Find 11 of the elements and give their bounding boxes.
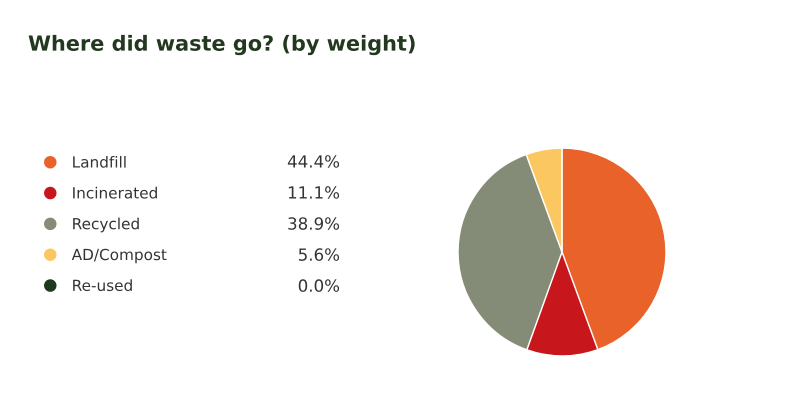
data-label: 5.6% bbox=[298, 248, 340, 261]
data-label: 11.1% bbox=[288, 186, 340, 199]
data-label: 38.9% bbox=[288, 217, 340, 230]
legend-label: Landfill bbox=[73, 156, 126, 168]
legend-label: Recycled bbox=[73, 218, 139, 232]
legend-label: Incinerated bbox=[73, 186, 157, 199]
legend-label: AD/Compost bbox=[72, 248, 167, 264]
legend-label: Re-used bbox=[73, 279, 132, 292]
data-label: 44.4% bbox=[288, 155, 340, 168]
text: 0.0% bbox=[298, 279, 340, 292]
chart-title: Where did waste go? (by weight) bbox=[28, 34, 415, 56]
